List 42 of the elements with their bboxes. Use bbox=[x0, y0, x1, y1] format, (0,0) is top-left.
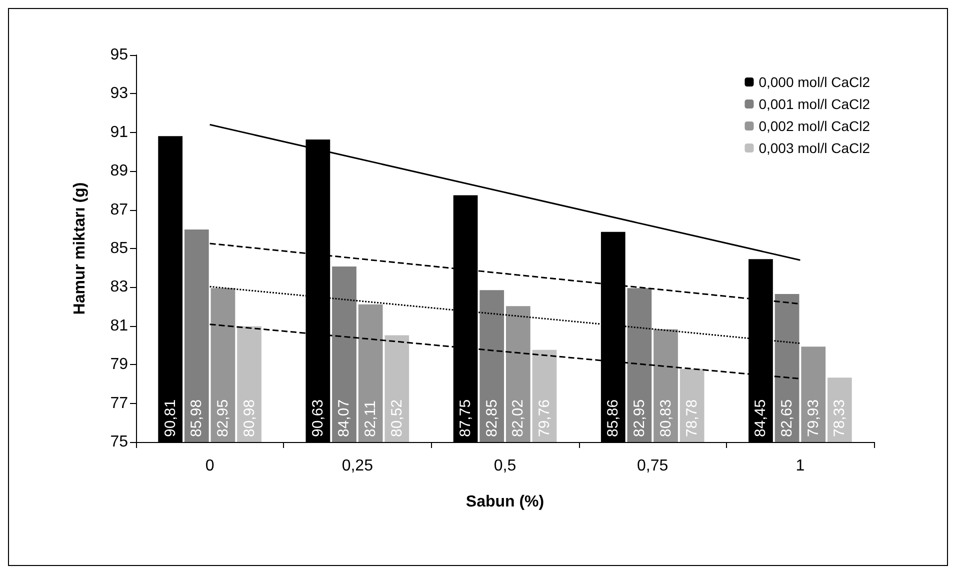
data-label: 82,85 bbox=[483, 399, 500, 437]
legend-label: 0,003 mol/l CaCl2 bbox=[758, 140, 870, 156]
y-tick-label: 95 bbox=[110, 46, 128, 64]
data-label: 79,93 bbox=[804, 399, 822, 437]
x-tick-label: 0 bbox=[205, 458, 214, 474]
x-tick-label: 1 bbox=[796, 458, 805, 474]
legend-label: 0,001 mol/l CaCl2 bbox=[758, 96, 870, 112]
data-label: 82,95 bbox=[630, 399, 648, 437]
legend-label: 0,000 mol/l CaCl2 bbox=[758, 74, 870, 90]
y-tick-label: 83 bbox=[110, 278, 128, 296]
y-tick-label: 81 bbox=[110, 317, 128, 334]
data-label: 82,02 bbox=[510, 399, 527, 437]
data-label: 82,11 bbox=[362, 400, 380, 437]
y-tick-label: 79 bbox=[110, 356, 128, 374]
data-label: 79,76 bbox=[536, 399, 553, 437]
data-label: 80,98 bbox=[240, 399, 258, 437]
y-tick-label: 77 bbox=[110, 394, 128, 412]
data-label: 87,75 bbox=[457, 399, 474, 437]
data-label: 82,65 bbox=[778, 399, 796, 437]
x-tick-label: 0,5 bbox=[494, 458, 516, 474]
data-label: 78,33 bbox=[831, 399, 848, 437]
y-tick-label: 91 bbox=[110, 124, 128, 141]
x-tick-label: 0,75 bbox=[637, 458, 668, 474]
x-tick-label: 0,25 bbox=[342, 458, 374, 474]
y-axis-title: Hamur miktarı (g) bbox=[72, 182, 88, 315]
data-label: 80,52 bbox=[388, 399, 406, 437]
data-label: 84,07 bbox=[336, 399, 353, 437]
legend-label: 0,002 mol/l CaCl2 bbox=[758, 118, 870, 134]
data-label: 90,63 bbox=[309, 399, 326, 437]
data-label: 80,83 bbox=[657, 399, 674, 437]
y-tick-label: 75 bbox=[110, 434, 128, 450]
data-label: 78,78 bbox=[684, 399, 701, 437]
y-tick-label: 85 bbox=[110, 240, 128, 257]
data-label: 82,95 bbox=[214, 399, 232, 437]
y-tick-label: 93 bbox=[110, 85, 128, 102]
data-label: 85,86 bbox=[604, 399, 622, 437]
data-label: 85,98 bbox=[188, 399, 206, 437]
x-axis-title: Sabun (%) bbox=[466, 494, 544, 510]
data-label: 84,45 bbox=[752, 399, 770, 437]
data-label: 90,81 bbox=[162, 399, 179, 437]
y-tick-label: 89 bbox=[110, 162, 128, 180]
y-tick-label: 87 bbox=[110, 201, 128, 218]
